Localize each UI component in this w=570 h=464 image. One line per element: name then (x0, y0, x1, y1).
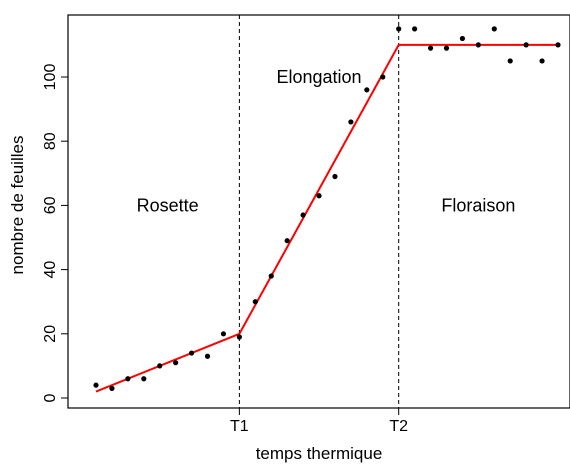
data-point (300, 212, 306, 218)
data-point (220, 331, 227, 337)
data-point (284, 238, 290, 244)
data-point (459, 35, 466, 42)
fit-line (95, 43, 558, 393)
phase-labels: Rosette Elongation Floraison (137, 67, 516, 215)
data-point (316, 193, 322, 199)
data-point (427, 45, 434, 51)
x-tick-label-2: T2 (389, 418, 408, 435)
x-tick-label-1: T1 (230, 418, 249, 435)
data-point (252, 299, 258, 305)
data-point (364, 87, 370, 93)
y-tick-label: 80 (42, 132, 59, 150)
phase-label: Rosette (137, 195, 199, 215)
data-point (491, 26, 497, 32)
data-point (109, 385, 115, 391)
data-point (396, 26, 402, 32)
data-point (236, 334, 242, 340)
y-axis: 0 20 40 60 80 100 (42, 64, 69, 402)
data-point (555, 42, 561, 48)
data-point (141, 376, 147, 382)
data-point (507, 58, 513, 64)
data-points (93, 26, 561, 391)
data-point (539, 58, 545, 64)
fit-line-group (95, 43, 558, 393)
data-point (523, 42, 529, 48)
data-point (268, 273, 274, 279)
data-point (443, 45, 450, 51)
data-point (380, 74, 386, 80)
data-point (157, 363, 163, 369)
y-tick-label: 20 (42, 325, 59, 343)
x-axis: T1 T2 (230, 408, 408, 435)
data-point (204, 353, 211, 359)
y-tick-label: 0 (42, 393, 59, 402)
x-axis-title: temps thermique (256, 444, 383, 463)
y-tick-label: 100 (42, 64, 59, 91)
phase-label: Floraison (441, 195, 515, 215)
y-tick-label: 60 (42, 196, 59, 214)
y-axis-title: nombre de feuilles (8, 136, 27, 275)
data-point (188, 350, 195, 356)
data-point (332, 173, 338, 180)
phase-label: Elongation (276, 67, 361, 87)
data-point (412, 26, 418, 32)
data-point (173, 360, 179, 366)
data-point (348, 119, 354, 125)
vertical-guides (238, 15, 400, 408)
data-point (475, 42, 481, 48)
data-point (93, 382, 99, 388)
data-point (125, 376, 131, 382)
y-tick-label: 40 (42, 261, 59, 279)
